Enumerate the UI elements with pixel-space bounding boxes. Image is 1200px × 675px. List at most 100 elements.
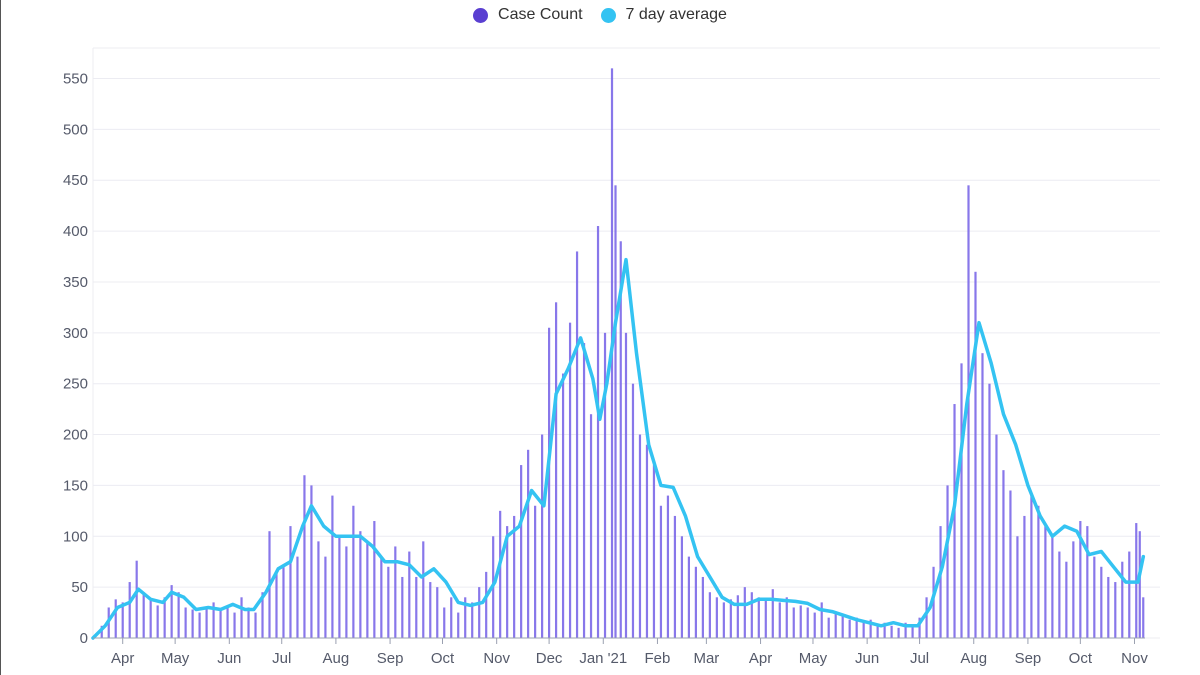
case-count-bar <box>114 599 117 638</box>
legend-label-7-day-average: 7 day average <box>625 6 727 23</box>
case-count-bar <box>1002 470 1005 638</box>
case-count-bar <box>1044 526 1047 638</box>
case-count-bar <box>939 526 942 638</box>
case-count-bar <box>205 607 208 638</box>
seven-day-average-line <box>91 257 1146 640</box>
case-count-bar <box>547 327 551 638</box>
x-tick-label: Jul <box>272 650 291 667</box>
case-count-bar <box>100 625 103 638</box>
case-count-bar <box>282 566 285 638</box>
x-tick-label: Nov <box>483 650 510 667</box>
legend-item-case-count[interactable]: Case Count <box>473 6 583 24</box>
case-count-bar <box>554 302 558 638</box>
y-tick-label: 550 <box>63 71 88 88</box>
case-count-bar <box>1100 566 1103 638</box>
case-count-bar <box>226 607 229 638</box>
legend-dot-7-day-average <box>600 7 616 23</box>
case-count-bar <box>149 599 152 638</box>
window-left-border <box>0 0 1 675</box>
case-count-bar <box>827 617 830 638</box>
case-count-bar <box>988 383 991 638</box>
case-count-bar <box>1142 597 1145 638</box>
case-count-bar <box>932 566 935 638</box>
case-count-bar <box>471 602 474 638</box>
case-count-bar <box>911 625 914 638</box>
case-count-bar <box>757 597 760 638</box>
case-count-bar <box>729 599 732 638</box>
x-tick-label: May <box>161 650 190 667</box>
x-tick-label: Apr <box>749 650 772 667</box>
case-count-bar <box>261 592 264 638</box>
case-count-bar <box>995 434 998 638</box>
case-count-bar <box>387 566 390 638</box>
case-count-bar <box>513 515 516 638</box>
x-tick-label: Aug <box>960 650 987 667</box>
x-tick-label: Jul <box>910 650 929 667</box>
case-count-bar <box>464 597 467 638</box>
case-count-bar <box>799 605 802 638</box>
case-count-bar <box>233 612 236 638</box>
case-count-bar <box>743 587 746 638</box>
case-count-bar <box>918 617 921 638</box>
legend-item-7-day-average[interactable]: 7 day average <box>600 6 727 24</box>
case-count-bar <box>1030 495 1033 638</box>
case-count-bar <box>345 546 348 638</box>
chart-legend: Case Count 7 day average <box>0 2 1200 28</box>
case-count-bar <box>1051 536 1054 638</box>
case-count-bar <box>890 625 893 638</box>
case-count-bar <box>142 592 145 638</box>
x-tick-label: Sep <box>1015 650 1042 667</box>
case-count-bar <box>380 556 383 638</box>
x-tick-label: Jun <box>855 650 879 667</box>
case-count-bar <box>596 226 600 638</box>
case-count-bar <box>1138 531 1141 638</box>
case-count-bar <box>156 605 159 638</box>
case-count-bar <box>121 602 124 638</box>
case-count-bar <box>191 609 194 638</box>
legend-dot-case-count <box>473 7 489 23</box>
case-count-bar <box>589 414 593 638</box>
case-count-bar <box>485 571 488 638</box>
case-count-bar <box>806 607 809 638</box>
case-count-bar <box>750 592 753 638</box>
case-count-bar <box>450 597 453 638</box>
x-tick-label: Nov <box>1121 650 1148 667</box>
case-count-bar <box>324 556 327 638</box>
case-count-bar <box>212 602 215 638</box>
case-count-bar <box>275 571 278 638</box>
x-tick-label: Oct <box>1069 650 1093 667</box>
case-count-bar <box>820 602 823 638</box>
y-tick-label: 250 <box>63 376 88 393</box>
case-count-bar <box>310 485 313 638</box>
case-count-bar <box>561 373 565 638</box>
y-tick-label: 0 <box>80 630 88 647</box>
case-count-bar <box>373 521 376 638</box>
case-count-bar <box>170 585 173 638</box>
axes: 0 50 100 150 200 250 300 350 400 450 500 550 Apr May J… <box>63 71 1148 667</box>
case-count-bar <box>1093 556 1096 638</box>
case-count-bar <box>792 607 795 638</box>
legend-label-case-count: Case Count <box>498 6 583 23</box>
case-count-bar <box>296 556 299 638</box>
case-count-bar <box>946 485 949 638</box>
case-count-bar <box>163 597 166 638</box>
case-count-bar <box>869 619 872 638</box>
case-count-bar <box>527 449 530 638</box>
case-count-bar <box>247 607 250 638</box>
case-count-bar <box>883 622 886 638</box>
case-count-bar <box>785 597 788 638</box>
case-count-bar <box>876 625 879 638</box>
case-count-bar <box>834 612 837 638</box>
case-count-bar <box>1128 551 1131 638</box>
case-count-bar <box>855 617 858 638</box>
case-count-bar <box>415 576 418 638</box>
case-count-bar <box>848 619 851 638</box>
case-count-bar <box>771 589 774 638</box>
case-count-bar <box>1037 505 1040 638</box>
case-count-bar <box>506 526 509 638</box>
case-count-bar <box>722 602 725 638</box>
y-tick-label: 400 <box>63 223 88 240</box>
case-count-bar <box>603 332 607 638</box>
x-tick-label: Apr <box>111 650 134 667</box>
